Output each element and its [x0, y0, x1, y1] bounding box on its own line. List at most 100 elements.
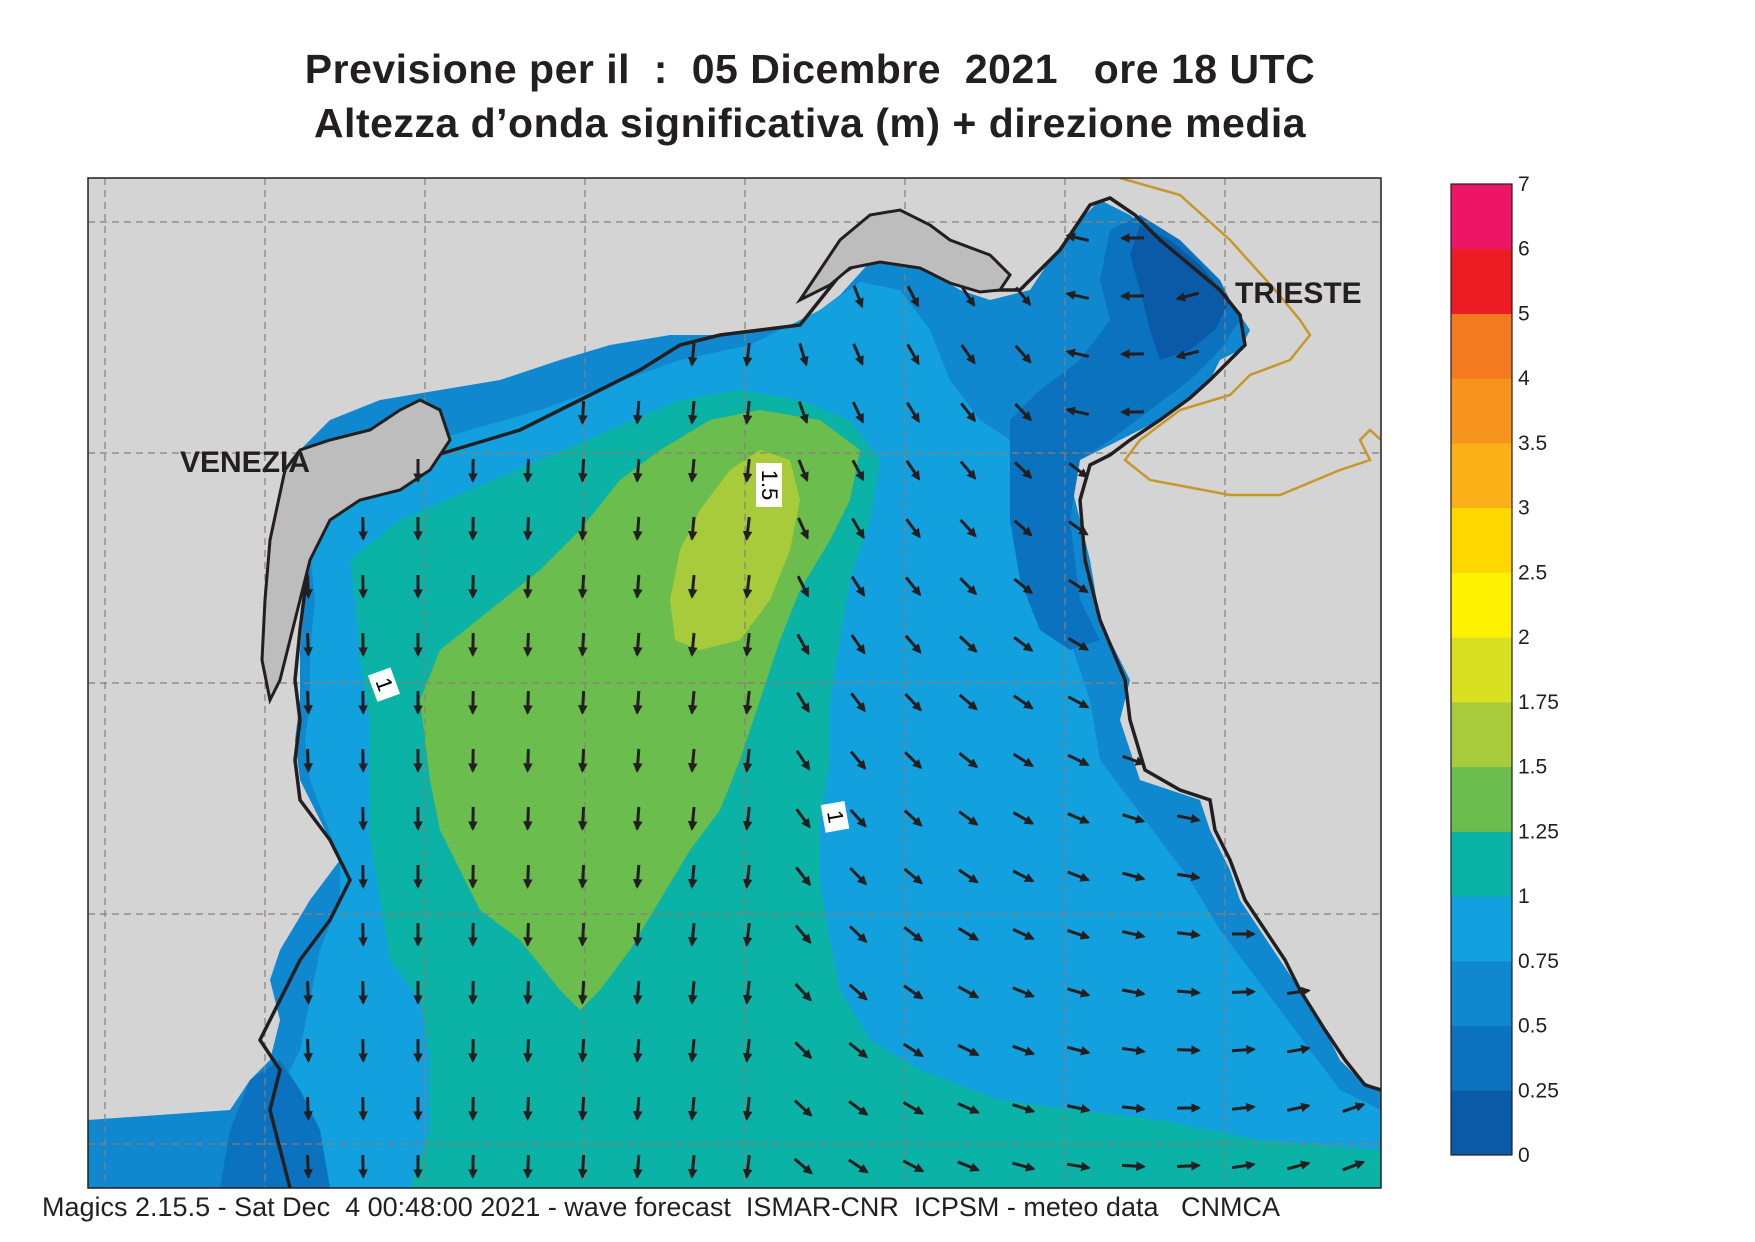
colorbar-swatch [1451, 378, 1512, 444]
direction-arrow [851, 459, 865, 482]
direction-arrow [957, 868, 979, 884]
coastline [257, 196, 1381, 1188]
direction-arrow [851, 401, 865, 424]
direction-arrow [632, 690, 643, 715]
direction-arrow [905, 401, 921, 423]
direction-arrow [1122, 754, 1146, 766]
direction-arrow [795, 866, 811, 887]
direction-arrow [848, 1041, 869, 1059]
direction-arrow [797, 517, 809, 540]
direction-arrow [578, 632, 588, 657]
direction-arrow [796, 633, 810, 656]
colorbar-tick-label: 1.25 [1518, 820, 1559, 843]
direction-arrow [794, 1041, 813, 1060]
colorbar-swatch [1451, 442, 1512, 509]
place-label-trieste: TRIESTE [1235, 277, 1362, 310]
direction-arrow [687, 922, 698, 947]
direction-arrow [687, 748, 698, 773]
direction-arrow [904, 692, 922, 712]
wave-direction-arrows [303, 232, 1366, 1179]
direction-arrow [523, 458, 533, 483]
direction-arrow [1176, 929, 1201, 940]
national-border [1119, 178, 1381, 497]
direction-arrow [523, 1096, 533, 1121]
direction-arrow [578, 806, 588, 831]
direction-arrow [848, 1100, 869, 1116]
colorbar-swatch [1451, 1025, 1512, 1091]
colorbar-swatch [1451, 831, 1512, 897]
direction-arrow [1176, 987, 1201, 998]
direction-arrow [1067, 987, 1091, 998]
direction-arrow [848, 1158, 869, 1174]
direction-arrow [902, 1042, 924, 1058]
direction-arrow [797, 459, 809, 482]
direction-arrow [1067, 753, 1090, 767]
direction-arrow [578, 864, 588, 889]
direction-arrow [578, 980, 588, 1005]
colorbar-tick-label: 0.75 [1518, 950, 1559, 973]
direction-arrow [578, 922, 588, 947]
direction-arrow [523, 864, 533, 889]
direction-arrow [1066, 1045, 1091, 1056]
colorbar-tick-label: 2.5 [1518, 561, 1547, 584]
direction-arrow [632, 806, 643, 831]
direction-arrow [1121, 871, 1146, 882]
direction-arrow [687, 1096, 698, 1121]
direction-arrow [848, 925, 868, 943]
direction-arrow [906, 285, 920, 308]
direction-arrow [957, 1102, 980, 1114]
colorbar-swatch [1451, 572, 1512, 638]
direction-arrow [578, 574, 588, 599]
direction-arrow [578, 1096, 588, 1121]
direction-arrow [632, 574, 643, 599]
direction-arrow [1067, 812, 1090, 824]
direction-arrow [1067, 929, 1091, 940]
direction-arrow [1342, 1102, 1366, 1113]
direction-arrow [958, 693, 978, 711]
map-frame [87, 177, 1382, 1189]
direction-arrow [632, 864, 643, 889]
direction-arrow [687, 1154, 698, 1179]
direction-arrow [957, 985, 980, 999]
colorbar-swatch [1451, 637, 1512, 703]
direction-arrow [578, 690, 588, 715]
direction-arrow [798, 343, 809, 367]
colorbar: 0 0.25 0.5 0.75 1 1.25 1.5 1.75 2 2.5 3 3.5 4 5 6 7 [1450, 173, 1559, 1167]
direction-arrow [1014, 286, 1032, 307]
direction-arrow [905, 460, 921, 481]
direction-arrow [742, 574, 753, 599]
direction-arrow [687, 980, 698, 1005]
colorbar-tick-label: 4 [1518, 367, 1530, 390]
direction-arrow [632, 400, 643, 425]
colorbar-tick-label: 3.5 [1518, 432, 1547, 455]
direction-arrow [303, 980, 313, 1005]
direction-arrow [1176, 813, 1201, 824]
direction-arrow [793, 1099, 813, 1117]
direction-arrow [1013, 694, 1034, 710]
direction-arrow [1231, 1160, 1256, 1171]
direction-arrow [687, 400, 698, 425]
direction-arrow [958, 810, 979, 826]
colorbar-tick-label: 3 [1518, 497, 1530, 520]
direction-arrow [303, 632, 313, 657]
direction-arrow [1065, 290, 1090, 300]
direction-arrow [957, 1160, 981, 1172]
direction-arrow [959, 577, 978, 596]
direction-arrow [523, 922, 533, 947]
direction-arrow [1286, 1102, 1311, 1112]
direction-arrow [1286, 1044, 1311, 1055]
place-label-venezia: VENEZIA [180, 446, 310, 479]
direction-arrow [687, 342, 698, 367]
direction-arrow [523, 574, 533, 599]
colorbar-tick-label: 1 [1518, 885, 1530, 908]
direction-arrow [1286, 1160, 1311, 1171]
direction-arrow [742, 342, 753, 367]
direction-arrow [903, 926, 924, 942]
direction-arrow [578, 516, 588, 541]
direction-arrow [1176, 1045, 1201, 1055]
direction-arrow [1065, 348, 1090, 358]
direction-arrow [523, 806, 533, 831]
direction-arrow [796, 575, 810, 598]
direction-arrow [1342, 1160, 1366, 1172]
direction-arrow [1067, 578, 1089, 594]
